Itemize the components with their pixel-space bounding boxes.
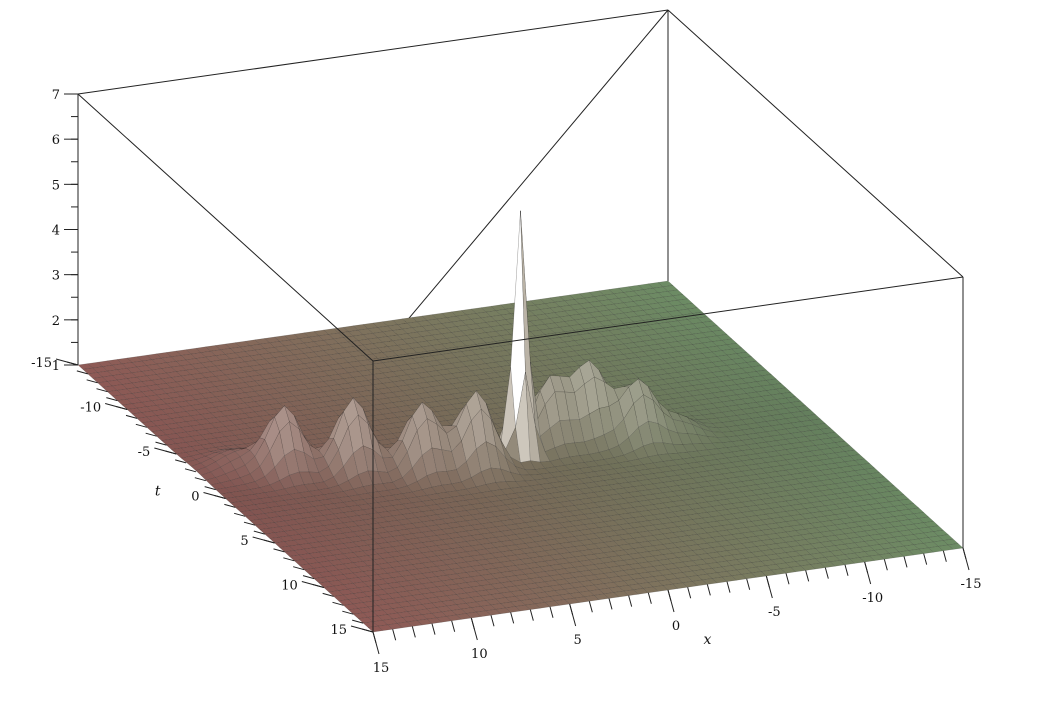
x-minor-tick [647, 592, 652, 604]
x-minor-tick [490, 615, 495, 627]
t-tick-label: -10 [80, 401, 101, 416]
t-tick-label: -15 [31, 356, 52, 371]
z-tick-label: 3 [52, 269, 60, 284]
z-tick-label: 7 [52, 88, 60, 103]
x-minor-tick [588, 601, 593, 613]
surface-mesh [77, 210, 964, 633]
x-minor-tick [785, 573, 790, 585]
x-tick-label: -5 [768, 605, 781, 620]
x-minor-tick [392, 629, 397, 641]
x-minor-tick [805, 570, 810, 582]
box-edge-top-back-right [667, 9, 964, 278]
x-tick-label: -15 [961, 577, 982, 592]
x-minor-tick [529, 609, 534, 621]
x-axis-title: x [704, 632, 712, 648]
z-tick-label: 5 [52, 178, 60, 193]
x-minor-tick [628, 595, 633, 607]
x-tick-label: 10 [471, 647, 488, 662]
x-minor-tick [864, 561, 869, 574]
x-tick-label: -10 [862, 591, 883, 606]
x-minor-tick [962, 547, 967, 560]
box-edge-diagonal [372, 9, 669, 362]
bounding-box-back [77, 9, 964, 362]
x-tick-label: 15 [373, 661, 390, 676]
box-edge-top-front-left [77, 93, 374, 362]
x-minor-tick [470, 617, 475, 630]
x-minor-tick [706, 584, 711, 596]
t-tick-label: 0 [191, 490, 199, 505]
x-minor-tick [372, 631, 377, 644]
t-tick-label: 10 [281, 579, 298, 594]
x-tick-label: 0 [672, 619, 680, 634]
t-tick-label: -5 [138, 445, 151, 460]
z-tick-label: 1 [52, 359, 60, 374]
z-tick-label: 4 [52, 224, 60, 239]
x-minor-tick [687, 587, 692, 599]
x-minor-tick [608, 598, 613, 610]
t-tick-label: 15 [330, 623, 347, 638]
t-tick-label: 5 [240, 534, 248, 549]
x-tick-label: 5 [574, 633, 582, 648]
x-minor-tick [549, 606, 554, 618]
x-minor-tick [667, 589, 672, 602]
z-tick-label: 6 [52, 133, 60, 148]
x-minor-tick [431, 623, 436, 635]
x-minor-tick [844, 564, 849, 576]
x-minor-tick [411, 626, 416, 638]
x-minor-tick [510, 612, 515, 624]
z-tick-label: 2 [52, 314, 60, 329]
x-minor-tick [923, 553, 928, 565]
x-minor-tick [883, 559, 888, 571]
x-minor-tick [765, 575, 770, 588]
box-edge-top-back-left [77, 9, 669, 95]
x-minor-tick [942, 550, 947, 562]
x-minor-tick [569, 603, 574, 616]
x-minor-tick [746, 578, 751, 590]
x-minor-tick [824, 567, 829, 579]
x-minor-tick [451, 620, 456, 632]
x-minor-tick [726, 581, 731, 593]
t-axis-title: t [155, 484, 161, 500]
x-minor-tick [903, 556, 908, 568]
